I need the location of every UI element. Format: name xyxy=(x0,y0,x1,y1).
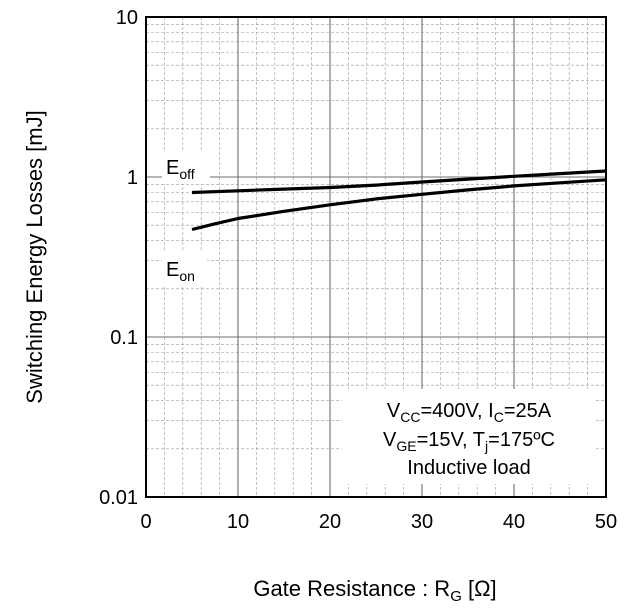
x-tick-label: 10 xyxy=(227,511,249,533)
eoff-main: E xyxy=(166,157,179,179)
annotation-text: =400V, I xyxy=(420,400,493,422)
eoff-sub: off xyxy=(179,166,194,182)
series-label-eoff: Eoff xyxy=(166,157,195,182)
annotation-subscript: CC xyxy=(400,409,420,425)
annotation-text: V xyxy=(387,400,401,422)
x-axis-label-main: Gate Resistance : R xyxy=(253,576,450,601)
y-axis-label: Switching Energy Losses [mJ] xyxy=(22,110,47,403)
x-axis-label: Gate Resistance : RG [Ω] xyxy=(253,576,496,605)
y-tick-label: 1 xyxy=(127,167,138,189)
annotation-line: VGE=15V, Tj=175ºC xyxy=(383,429,555,454)
y-tick-label: 0.01 xyxy=(99,487,138,509)
x-axis-label-tail: [Ω] xyxy=(462,576,497,601)
annotation-subscript: C xyxy=(494,409,504,425)
series-line-Eoff xyxy=(191,169,607,195)
annotation-text: Inductive load xyxy=(407,457,530,479)
x-tick-label: 40 xyxy=(503,511,525,533)
series-label-eon: Eon xyxy=(166,259,195,284)
series-line-Eon xyxy=(191,178,607,232)
series-layer xyxy=(191,169,607,232)
x-tick-label: 50 xyxy=(595,511,617,533)
eon-sub: on xyxy=(179,268,195,284)
annotation-subscript: GE xyxy=(396,438,416,454)
x-axis-label-sub: G xyxy=(450,588,462,605)
x-tick-label: 0 xyxy=(140,511,151,533)
annotation-subscript: j xyxy=(484,438,488,454)
annotation-text: =15V, T xyxy=(417,429,485,451)
eon-main: E xyxy=(166,259,179,281)
annotation-text: =175ºC xyxy=(488,429,555,451)
annotation-background xyxy=(342,389,594,484)
annotation-line: Inductive load xyxy=(407,457,530,479)
annotation-text: =25A xyxy=(504,400,552,422)
x-tick-label: 30 xyxy=(411,511,433,533)
y-tick-label: 0.1 xyxy=(110,327,138,349)
x-tick-label: 20 xyxy=(319,511,341,533)
plot-frame xyxy=(145,16,607,498)
annotation-line: VCC=400V, IC=25A xyxy=(387,400,552,425)
annotation-text: V xyxy=(383,429,397,451)
y-tick-label: 10 xyxy=(116,7,138,29)
tick-labels: 0 10 20 30 40 50 0.01 0.1 1 10 xyxy=(99,7,617,533)
eon-label-background xyxy=(162,252,207,286)
eoff-label-background xyxy=(162,150,210,184)
